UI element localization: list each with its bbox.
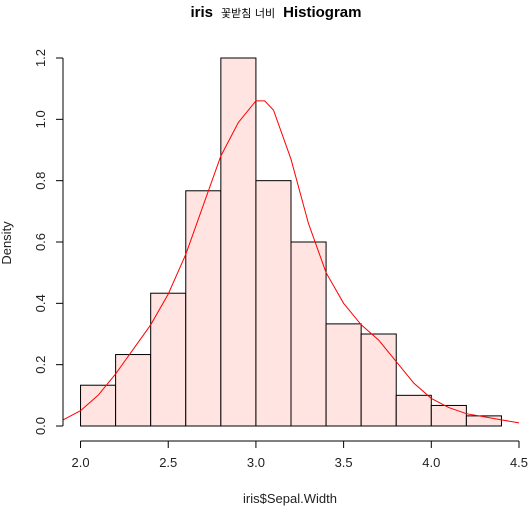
- x-tick-label: 2.5: [159, 455, 177, 470]
- x-tick-label: 2.0: [71, 455, 89, 470]
- histogram-bar: [185, 190, 222, 427]
- chart-title: iris 꽃받침 너비 Histiogram: [191, 4, 362, 21]
- y-tick-label: 0.2: [33, 356, 48, 374]
- y-tick-label: 0.6: [33, 233, 48, 251]
- y-axis: 0.0 0.2 0.4 0.6 0.8 1.0 1.2: [33, 49, 64, 435]
- histogram-bar: [430, 404, 467, 427]
- x-axis: 2.0 2.5 3.0 3.5 4.0 4.5: [71, 440, 528, 470]
- x-tick-label: 4.5: [510, 455, 528, 470]
- histogram-bar: [150, 292, 187, 427]
- histogram-bar: [395, 394, 432, 427]
- y-tick-label: 1.0: [33, 110, 48, 128]
- title-part-histiogram: Histiogram: [283, 4, 361, 21]
- histogram-bar: [325, 323, 362, 427]
- histogram-bar: [220, 57, 257, 427]
- y-tick-label: 1.2: [33, 49, 48, 67]
- y-tick-label: 0.4: [33, 294, 48, 312]
- title-part-korean: 꽃받침 너비: [221, 7, 275, 20]
- density-curve: [62, 100, 520, 424]
- x-tick-label: 3.0: [247, 455, 265, 470]
- histogram-bar: [255, 180, 292, 427]
- x-tick-label: 4.0: [422, 455, 440, 470]
- y-tick-label: 0.0: [33, 417, 48, 435]
- x-axis-label: iris$Sepal.Width: [243, 491, 337, 506]
- histogram-bars: [80, 57, 502, 427]
- y-tick-label: 0.8: [33, 172, 48, 190]
- x-tick-label: 3.5: [335, 455, 353, 470]
- y-axis-label: Density: [0, 221, 14, 265]
- histogram-bar: [290, 241, 327, 427]
- title-part-iris: iris: [191, 4, 214, 21]
- histogram-bar: [465, 415, 502, 427]
- histogram-bar: [360, 333, 397, 427]
- histogram-bar: [115, 354, 152, 427]
